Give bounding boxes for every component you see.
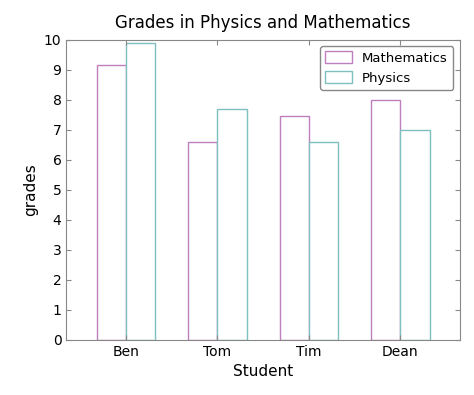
- Y-axis label: grades: grades: [23, 163, 38, 216]
- Title: Grades in Physics and Mathematics: Grades in Physics and Mathematics: [115, 14, 411, 32]
- Legend: Mathematics, Physics: Mathematics, Physics: [320, 46, 453, 90]
- Bar: [309, 141, 338, 340]
- Bar: [280, 116, 309, 340]
- X-axis label: Student: Student: [233, 364, 293, 379]
- Bar: [126, 43, 155, 340]
- Bar: [97, 65, 126, 340]
- Bar: [217, 109, 246, 340]
- Bar: [401, 130, 429, 340]
- Bar: [188, 141, 217, 340]
- Bar: [371, 100, 401, 340]
